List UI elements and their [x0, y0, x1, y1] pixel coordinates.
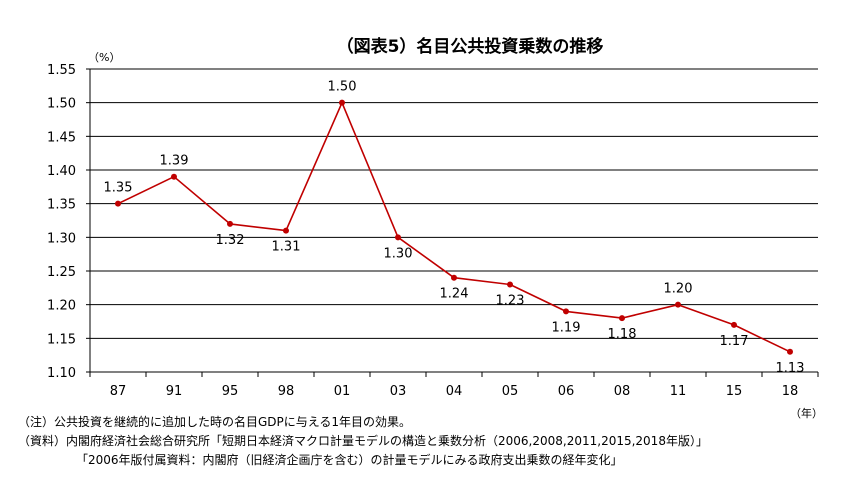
y-tick-label: 1.40	[47, 164, 76, 179]
data-label: 1.39	[160, 154, 189, 169]
data-label: 1.24	[440, 287, 469, 302]
y-tick-label: 1.30	[47, 231, 76, 246]
source-text-continued: 「2006年版付属資料：内閣府（旧経済企画庁を含む）の計量モデルにみる政府支出乗…	[76, 453, 623, 467]
y-axis-unit: （%）	[88, 51, 120, 64]
y-tick-label: 1.50	[47, 97, 76, 112]
data-label: 1.23	[496, 293, 525, 308]
y-tick-label: 1.25	[47, 265, 76, 280]
data-point	[115, 200, 121, 207]
note-text: （注）公共投資を継続的に追加した時の名目GDPに与える1年目の効果。	[18, 415, 412, 429]
data-point	[227, 220, 233, 227]
y-tick-label: 1.20	[47, 299, 76, 314]
chart-title: （図表5）名目公共投資乗数の推移	[337, 36, 604, 57]
data-point	[787, 348, 793, 355]
x-tick-label: 04	[446, 384, 463, 399]
data-point	[675, 301, 681, 308]
data-label: 1.20	[664, 282, 693, 297]
x-tick-label: 03	[390, 384, 407, 399]
source-text: （資料）内閣府経済社会総合研究所「短期日本経済マクロ計量モデルの構造と乗数分析（…	[18, 434, 708, 448]
x-axis-unit: （年）	[790, 406, 823, 420]
data-labels: 1.35 1.39 1.32 1.31 1.50 1.30 1.24 1.23 1.19 1.18…	[104, 80, 805, 376]
x-tick-label: 91	[166, 384, 183, 399]
data-point	[171, 173, 177, 180]
data-point	[507, 281, 513, 288]
x-tick-label: 05	[502, 384, 519, 399]
y-tick-label: 1.45	[47, 130, 76, 145]
data-point	[563, 308, 569, 315]
grid	[90, 68, 818, 339]
data-point	[619, 315, 625, 322]
x-tick-label: 06	[558, 384, 575, 399]
y-tick-labels: 1.10 1.15 1.20 1.25 1.30 1.35 1.40 1.45 1.50 1.55	[47, 63, 76, 381]
x-tick-label: 08	[614, 384, 631, 399]
x-tick-labels: 87 91 95 98 01 03 04 05 06 08 11 15 18	[110, 384, 799, 399]
data-label: 1.30	[384, 246, 413, 261]
data-label: 1.18	[608, 327, 637, 342]
x-tick-label: 18	[782, 384, 799, 399]
y-tick-label: 1.10	[47, 366, 76, 381]
data-label: 1.19	[552, 320, 581, 335]
data-point	[339, 99, 345, 106]
data-label: 1.31	[272, 240, 301, 255]
y-tick-label: 1.35	[47, 198, 76, 213]
data-label: 1.32	[216, 233, 245, 248]
data-label: 1.17	[720, 334, 749, 349]
data-label: 1.50	[328, 80, 357, 95]
x-tick-label: 11	[670, 384, 687, 399]
x-tick-label: 15	[726, 384, 743, 399]
data-point	[283, 227, 289, 234]
x-tick-label: 95	[222, 384, 239, 399]
x-tick-label: 87	[110, 384, 127, 399]
notes: （注）公共投資を継続的に追加した時の名目GDPに与える1年目の効果。 （資料）内…	[18, 413, 708, 470]
x-tick-label: 01	[334, 384, 351, 399]
data-label: 1.13	[776, 361, 805, 376]
data-point	[731, 321, 737, 328]
data-point	[395, 234, 401, 241]
y-tick-label: 1.55	[47, 63, 76, 78]
data-point	[451, 274, 457, 281]
axes	[86, 68, 819, 377]
data-label: 1.35	[104, 181, 133, 196]
series-line	[117, 101, 791, 353]
x-tick-label: 98	[278, 384, 295, 399]
y-tick-label: 1.15	[47, 332, 76, 347]
series	[115, 99, 793, 355]
